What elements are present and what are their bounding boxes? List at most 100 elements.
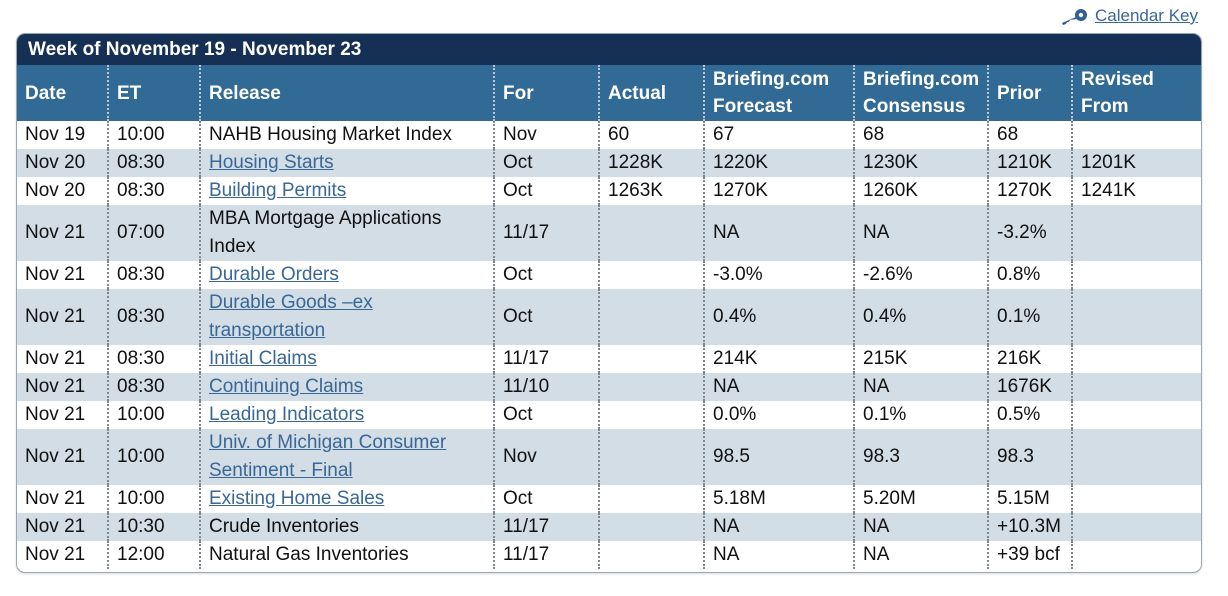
col-header-release: Release bbox=[200, 65, 495, 121]
cell-consensus: -2.6% bbox=[854, 261, 989, 289]
table-row: Nov 21 08:30 Continuing Claims 11/10 NA NA 167… bbox=[17, 373, 1201, 401]
cell-prior: 0.5% bbox=[988, 401, 1073, 429]
cell-et: 08:30 bbox=[108, 261, 201, 289]
cell-revised bbox=[1072, 345, 1201, 373]
release-link[interactable]: Building Permits bbox=[209, 180, 347, 201]
cell-date: Nov 21 bbox=[17, 289, 109, 345]
cell-for: 11/17 bbox=[494, 513, 600, 541]
cell-release: Housing Starts bbox=[200, 149, 495, 177]
table-row: Nov 21 07:00 MBA Mortgage Applications Ind… bbox=[17, 205, 1201, 261]
cell-date: Nov 20 bbox=[17, 149, 109, 177]
col-header-revised: Revised From bbox=[1072, 65, 1201, 121]
release-link[interactable]: Housing Starts bbox=[209, 152, 334, 173]
cell-prior: 1210K bbox=[988, 149, 1073, 177]
cell-et: 08:30 bbox=[108, 177, 201, 205]
cell-for: 11/10 bbox=[494, 373, 600, 401]
cell-actual bbox=[599, 541, 705, 569]
table-row: Nov 21 10:00 Univ. of Michigan Consumer Se… bbox=[17, 429, 1201, 485]
table-row: Nov 20 08:30 Building Permits Oct 1263K 1270K… bbox=[17, 177, 1201, 205]
cell-forecast: 0.0% bbox=[704, 401, 855, 429]
table-row: Nov 21 12:00 Natural Gas Inventories 11/17 N… bbox=[17, 541, 1201, 569]
calendar-key-link[interactable]: Calendar Key bbox=[1094, 6, 1198, 25]
col-header-consensus: Briefing.com Consensus bbox=[854, 65, 989, 121]
release-link[interactable]: Continuing Claims bbox=[209, 376, 364, 397]
cell-revised bbox=[1072, 429, 1201, 485]
cell-et: 12:00 bbox=[108, 541, 201, 569]
cell-actual bbox=[599, 261, 705, 289]
cell-for: Oct bbox=[494, 149, 600, 177]
cell-release: Leading Indicators bbox=[200, 401, 495, 429]
cell-forecast: 1270K bbox=[704, 177, 855, 205]
economic-calendar: Week of November 19 - November 23 Date E… bbox=[16, 33, 1202, 573]
cell-date: Nov 21 bbox=[17, 485, 109, 513]
cell-et: 07:00 bbox=[108, 205, 201, 261]
cell-release: Building Permits bbox=[200, 177, 495, 205]
col-header-date: Date bbox=[17, 65, 109, 121]
cell-for: Oct bbox=[494, 401, 600, 429]
cell-prior: 1676K bbox=[988, 373, 1073, 401]
cell-prior: 98.3 bbox=[988, 429, 1073, 485]
table-row: Nov 21 10:00 Leading Indicators Oct 0.0% 0.1%… bbox=[17, 401, 1201, 429]
cell-consensus: NA bbox=[854, 541, 989, 569]
cell-revised bbox=[1072, 373, 1201, 401]
cell-date: Nov 19 bbox=[17, 121, 109, 149]
cell-et: 08:30 bbox=[108, 373, 201, 401]
cell-actual bbox=[599, 401, 705, 429]
cell-prior: 0.1% bbox=[988, 289, 1073, 345]
table-row: Nov 20 08:30 Housing Starts Oct 1228K 1220K 12… bbox=[17, 149, 1201, 177]
cell-actual bbox=[599, 345, 705, 373]
calendar-key[interactable]: Calendar Key bbox=[1059, 6, 1198, 26]
cell-consensus: 215K bbox=[854, 345, 989, 373]
cell-actual: 1263K bbox=[599, 177, 705, 205]
cell-consensus: 0.1% bbox=[854, 401, 989, 429]
table-row: Nov 21 10:30 Crude Inventories 11/17 NA NA +10… bbox=[17, 513, 1201, 541]
cell-prior: 68 bbox=[988, 121, 1073, 149]
release-link[interactable]: Initial Claims bbox=[209, 348, 317, 369]
cell-consensus: NA bbox=[854, 513, 989, 541]
col-header-prior: Prior bbox=[988, 65, 1073, 121]
cell-for: Oct bbox=[494, 177, 600, 205]
cell-forecast: NA bbox=[704, 513, 855, 541]
release-link[interactable]: Univ. of Michigan Consumer Sentiment - F… bbox=[209, 432, 447, 481]
cell-date: Nov 21 bbox=[17, 401, 109, 429]
cell-forecast: 214K bbox=[704, 345, 855, 373]
release-link[interactable]: Leading Indicators bbox=[209, 404, 365, 425]
cell-revised bbox=[1072, 485, 1201, 513]
cell-date: Nov 21 bbox=[17, 345, 109, 373]
cell-forecast: NA bbox=[704, 541, 855, 569]
cell-date: Nov 21 bbox=[17, 373, 109, 401]
release-link[interactable]: Durable Goods –ex transportation bbox=[209, 292, 373, 341]
release-link[interactable]: Durable Orders bbox=[209, 264, 339, 285]
cell-prior: 0.8% bbox=[988, 261, 1073, 289]
cell-revised bbox=[1072, 541, 1201, 569]
cell-actual bbox=[599, 429, 705, 485]
cell-revised bbox=[1072, 289, 1201, 345]
cell-revised: 1241K bbox=[1072, 177, 1201, 205]
cell-actual: 1228K bbox=[599, 149, 705, 177]
cell-et: 10:30 bbox=[108, 513, 201, 541]
cell-consensus: 1230K bbox=[854, 149, 989, 177]
cell-release: Durable Orders bbox=[200, 261, 495, 289]
cell-for: Oct bbox=[494, 485, 600, 513]
cell-forecast: 98.5 bbox=[704, 429, 855, 485]
cell-revised bbox=[1072, 401, 1201, 429]
cell-consensus: NA bbox=[854, 205, 989, 261]
cell-prior: 5.15M bbox=[988, 485, 1073, 513]
cell-et: 10:00 bbox=[108, 429, 201, 485]
cell-release: Natural Gas Inventories bbox=[200, 541, 495, 569]
cell-consensus: 1260K bbox=[854, 177, 989, 205]
header-row: Date ET Release For Actual Briefing.com … bbox=[17, 65, 1201, 121]
cell-actual bbox=[599, 289, 705, 345]
cell-prior: +39 bcf bbox=[988, 541, 1073, 569]
cell-consensus: 0.4% bbox=[854, 289, 989, 345]
cell-release: Univ. of Michigan Consumer Sentiment - F… bbox=[200, 429, 495, 485]
cell-forecast: 67 bbox=[704, 121, 855, 149]
cell-et: 10:00 bbox=[108, 401, 201, 429]
cell-revised bbox=[1072, 261, 1201, 289]
cell-for: Nov bbox=[494, 121, 600, 149]
table-row: Nov 21 08:30 Durable Goods –ex transportat… bbox=[17, 289, 1201, 345]
cell-consensus: NA bbox=[854, 373, 989, 401]
cell-release: Durable Goods –ex transportation bbox=[200, 289, 495, 345]
release-link[interactable]: Existing Home Sales bbox=[209, 488, 385, 509]
cell-actual bbox=[599, 513, 705, 541]
